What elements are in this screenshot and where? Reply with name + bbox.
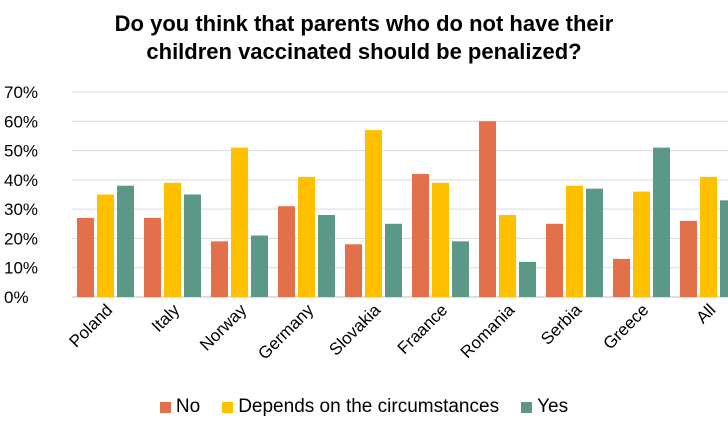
x-tick-label: Greece — [599, 300, 652, 353]
legend-swatch — [521, 401, 533, 413]
bar — [499, 215, 516, 297]
x-axis-labels: Poland Italy Norway Germany Slovakia Fraance R… — [65, 300, 719, 363]
bar — [345, 244, 362, 297]
bar — [164, 182, 181, 297]
legend-label: No — [175, 396, 201, 417]
bar — [720, 200, 728, 297]
legend-swatch — [222, 401, 234, 413]
bar — [412, 174, 429, 297]
bar — [231, 147, 248, 297]
y-tick-label: 70% — [4, 83, 38, 102]
bar — [77, 217, 94, 297]
bar — [680, 220, 697, 297]
x-tick-label: Poland — [65, 300, 116, 351]
legend-label: Depends on the circumstances — [238, 396, 500, 417]
x-tick-label: Slovakia — [325, 300, 384, 359]
bar — [479, 121, 496, 298]
y-tick-label: 10% — [4, 259, 38, 278]
legend-item: Depends on the circumstances — [222, 396, 499, 418]
bar — [432, 182, 449, 297]
bar — [278, 206, 295, 297]
bar — [633, 191, 650, 297]
chart-title-line-2: children vaccinated should be penalized? — [146, 39, 582, 64]
bar — [452, 241, 469, 297]
x-tick-label: Norway — [196, 300, 251, 355]
y-tick-label: 50% — [4, 142, 38, 161]
y-tick-label: 0% — [4, 288, 29, 307]
bar — [318, 215, 335, 297]
bar — [117, 185, 134, 297]
chart-title-line-1: Do you think that parents who do not hav… — [114, 11, 614, 36]
bar — [385, 223, 402, 297]
x-tick-label: Serbia — [537, 300, 586, 349]
legend-swatch — [159, 401, 171, 413]
legend-item: Yes — [521, 396, 568, 418]
y-tick-label: 30% — [4, 200, 38, 219]
bar — [298, 176, 315, 297]
legend: No Depends on the circumstances Yes — [0, 396, 728, 418]
bar — [144, 217, 161, 297]
bar — [700, 176, 717, 297]
x-tick-label: Italy — [148, 300, 184, 336]
x-tick-label: Romania — [457, 300, 519, 362]
legend-label: Yes — [537, 396, 569, 417]
bar — [613, 258, 630, 297]
y-axis-labels: 0% 10% 20% 30% 40% 50% 60% 70% — [4, 83, 38, 307]
bars — [77, 121, 728, 298]
bar — [251, 235, 268, 297]
bar — [97, 194, 114, 297]
bar — [546, 223, 563, 297]
bar — [184, 194, 201, 297]
y-tick-label: 40% — [4, 171, 38, 190]
bar — [211, 241, 228, 297]
bar — [586, 188, 603, 297]
y-tick-label: 20% — [4, 229, 38, 248]
x-tick-label: Fraance — [394, 300, 452, 358]
x-tick-label: All — [693, 300, 720, 327]
bar — [365, 130, 382, 297]
bar — [653, 147, 670, 297]
bar — [519, 261, 536, 297]
legend-item: No — [159, 396, 201, 418]
chart-title: Do you think that parents who do not hav… — [0, 10, 728, 66]
x-tick-label: Germany — [254, 300, 317, 363]
bar — [566, 185, 583, 297]
y-tick-label: 60% — [4, 112, 38, 131]
